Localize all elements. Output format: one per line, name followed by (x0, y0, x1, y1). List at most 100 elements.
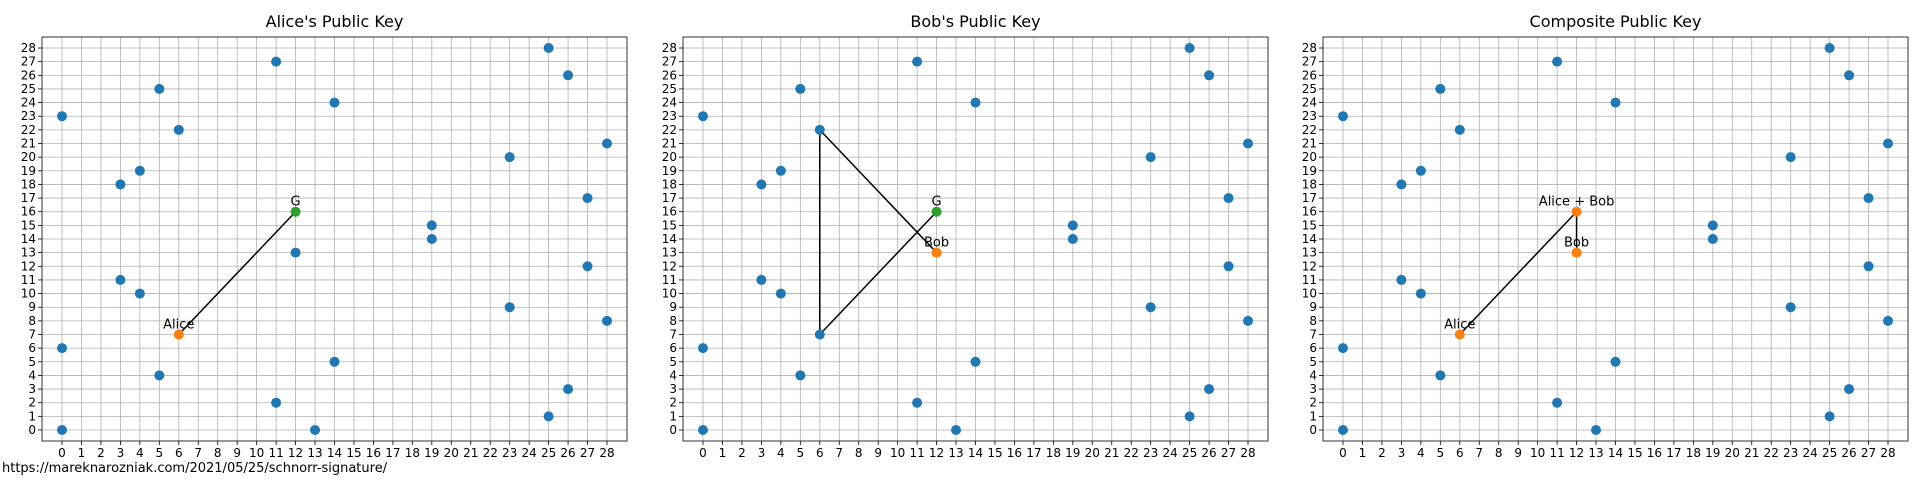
x-tick-label: 15 (346, 446, 361, 460)
x-tick-label: 18 (1046, 446, 1061, 460)
x-tick-label: 4 (136, 446, 144, 460)
x-tick-label: 20 (1725, 446, 1740, 460)
x-tick-label: 28 (1880, 446, 1895, 460)
point-annotation: Bob (924, 236, 949, 251)
data-point (329, 356, 340, 367)
data-point (426, 234, 437, 244)
y-tick-label: 19 (1302, 164, 1317, 178)
y-tick-label: 20 (21, 150, 36, 164)
x-tick-label: 25 (541, 446, 556, 460)
data-point (814, 329, 825, 340)
y-tick-label: 25 (1302, 82, 1317, 96)
data-point (173, 124, 184, 135)
y-tick-label: 0 (28, 423, 36, 437)
data-point (1435, 83, 1446, 94)
x-tick-label: 27 (580, 446, 595, 460)
y-tick-label: 1 (28, 409, 36, 423)
x-tick-label: 3 (117, 446, 125, 460)
data-point (1396, 179, 1407, 190)
data-point (698, 425, 708, 435)
x-tick-label: 24 (1163, 446, 1178, 460)
y-tick-label: 27 (21, 55, 36, 69)
y-tick-label: 6 (28, 341, 36, 355)
x-tick-label: 12 (288, 446, 303, 460)
data-point (1844, 70, 1855, 81)
data-point (1415, 288, 1426, 299)
data-point (1204, 384, 1215, 395)
y-tick-label: 2 (28, 396, 36, 410)
data-point (1396, 274, 1407, 285)
data-point (1223, 193, 1234, 204)
y-tick-label: 12 (21, 259, 36, 273)
y-tick-label: 2 (669, 396, 677, 410)
data-point (310, 425, 321, 435)
point-annotation: G (932, 195, 942, 210)
y-tick-label: 6 (1309, 341, 1317, 355)
data-point (1204, 70, 1215, 81)
y-tick-label: 13 (662, 246, 677, 260)
x-tick-label: 9 (233, 446, 241, 460)
data-point (1552, 397, 1563, 408)
x-tick-label: 13 (307, 446, 322, 460)
data-point (57, 343, 67, 354)
data-point (1223, 261, 1234, 272)
chart-title: Composite Public Key (1530, 12, 1702, 31)
x-tick-label: 17 (1026, 446, 1041, 460)
x-tick-label: 8 (855, 446, 863, 460)
x-tick-label: 2 (97, 446, 105, 460)
y-tick-label: 17 (1302, 191, 1317, 205)
data-point (1243, 138, 1253, 149)
data-point (602, 315, 612, 326)
data-point (1338, 111, 1348, 122)
x-tick-label: 0 (58, 446, 66, 460)
data-point (57, 111, 67, 122)
data-point (698, 343, 708, 354)
x-tick-label: 17 (1666, 446, 1681, 460)
y-tick-label: 17 (21, 191, 36, 205)
x-tick-label: 10 (1530, 446, 1545, 460)
x-tick-label: 4 (1417, 446, 1425, 460)
data-point (1184, 43, 1195, 53)
x-tick-label: 3 (758, 446, 766, 460)
y-tick-label: 6 (669, 341, 677, 355)
point-annotation: Alice (1444, 318, 1475, 333)
data-point (1883, 315, 1893, 326)
data-point (1454, 124, 1465, 135)
data-point (1883, 138, 1893, 149)
y-tick-label: 27 (1302, 55, 1317, 69)
x-tick-label: 2 (738, 446, 746, 460)
x-tick-label: 6 (1456, 446, 1464, 460)
x-tick-label: 21 (1744, 446, 1759, 460)
y-tick-label: 24 (1302, 96, 1317, 110)
y-tick-label: 23 (21, 109, 36, 123)
data-point (154, 83, 165, 94)
y-tick-label: 8 (1309, 314, 1317, 328)
data-point (1844, 384, 1855, 395)
x-tick-label: 10 (249, 446, 264, 460)
data-point (1415, 165, 1426, 176)
x-tick-label: 8 (1495, 446, 1503, 460)
y-tick-label: 14 (662, 232, 677, 246)
y-tick-label: 8 (28, 314, 36, 328)
data-point (1145, 152, 1156, 163)
data-point (1707, 234, 1718, 244)
data-point (271, 397, 282, 408)
data-point (563, 384, 574, 395)
y-tick-label: 22 (1302, 123, 1317, 137)
y-tick-label: 22 (662, 123, 677, 137)
data-point (1863, 261, 1874, 272)
y-tick-label: 7 (1309, 328, 1317, 342)
y-tick-label: 7 (28, 328, 36, 342)
x-tick-label: 22 (1124, 446, 1139, 460)
data-point (1610, 356, 1621, 367)
data-point (951, 425, 962, 435)
data-point (115, 179, 126, 190)
data-point (795, 370, 806, 381)
y-tick-label: 28 (662, 41, 677, 55)
highlight-point (290, 206, 301, 217)
point-annotation: Bob (1564, 236, 1589, 251)
data-point (271, 56, 282, 67)
x-tick-label: 24 (1803, 446, 1818, 460)
data-point (134, 288, 145, 299)
y-tick-label: 11 (1302, 273, 1317, 287)
